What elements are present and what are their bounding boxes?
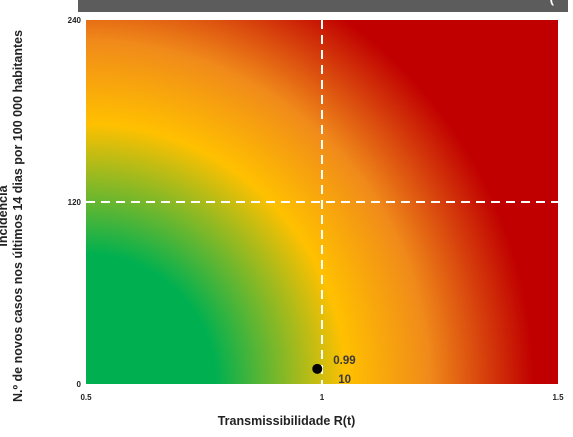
data-point-label-x: 0.99 xyxy=(333,355,355,367)
x-tick-label: 1.5 xyxy=(552,393,564,402)
data-point-label-y: 10 xyxy=(338,374,351,386)
y-axis-label-line-2: N.º de novos casos nos últimos 14 dias p… xyxy=(11,29,25,403)
y-tick-label: 120 xyxy=(68,198,82,207)
y-axis-label: Incidência N.º de novos casos nos último… xyxy=(0,26,36,406)
header-title-fragment: ( xyxy=(550,0,554,6)
y-axis-label-line-1: Incidência xyxy=(0,185,10,247)
x-axis-label: Transmissibilidade R(t) xyxy=(217,414,356,428)
header-bar: ( xyxy=(78,0,568,12)
y-tick-label: 0 xyxy=(77,380,82,389)
x-tick-label: 0.5 xyxy=(80,393,92,402)
y-tick-label: 240 xyxy=(68,16,82,25)
x-tick-label: 1 xyxy=(320,393,325,402)
data-point xyxy=(312,363,323,374)
